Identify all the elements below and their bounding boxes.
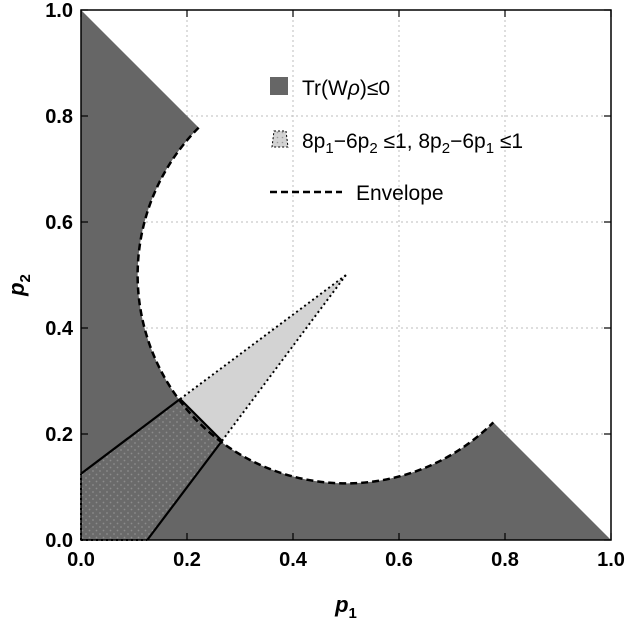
- x-tick-label: 0.4: [279, 549, 308, 571]
- y-axis-label: p2: [4, 274, 34, 297]
- legend-label-envelope: Envelope: [356, 182, 444, 205]
- legend-swatch-constraint: [271, 130, 289, 148]
- overlap-region: [81, 399, 222, 540]
- envelope-line: [136, 126, 495, 485]
- plot-border: [80, 9, 612, 541]
- x-tick-label: 0.8: [491, 549, 519, 571]
- y-tick-label: 0.6: [45, 212, 73, 234]
- tick-labels: 0.0 0.2 0.4 0.6 0.8 1.0 0.0 0.2 0.4 0.6 0.8 1.0: [45, 0, 625, 571]
- x-axis-label: p1: [334, 592, 357, 622]
- legend: Tr(Wρ)≤0 8p1−6p2 ≤1, 8p2−6p1 ≤1 Envelope: [270, 77, 523, 205]
- y-tick-label: 0.0: [45, 530, 73, 552]
- x-tick-label: 0.2: [173, 549, 201, 571]
- constraint-boundary-solid: [80, 398, 181, 475]
- legend-label-witness: Tr(Wρ)≤0: [302, 77, 390, 100]
- x-tick-label: 1.0: [597, 549, 625, 571]
- legend-label-constraint: 8p1−6p2 ≤1, 8p2−6p1 ≤1: [302, 130, 523, 157]
- y-tick-label: 0.8: [45, 106, 73, 128]
- constraint-boundary-solid: [179, 398, 223, 442]
- legend-swatch-witness: [270, 77, 288, 95]
- plot-regions: [80, 10, 611, 541]
- y-tick-label: 1.0: [45, 0, 73, 22]
- x-tick-label: 0.0: [67, 549, 95, 571]
- plot-frame: [80, 9, 612, 541]
- x-tick-label: 0.6: [385, 549, 413, 571]
- y-tick-label: 0.2: [45, 424, 73, 446]
- constraint-boundary-solid: [146, 440, 223, 541]
- y-tick-label: 0.4: [45, 318, 74, 340]
